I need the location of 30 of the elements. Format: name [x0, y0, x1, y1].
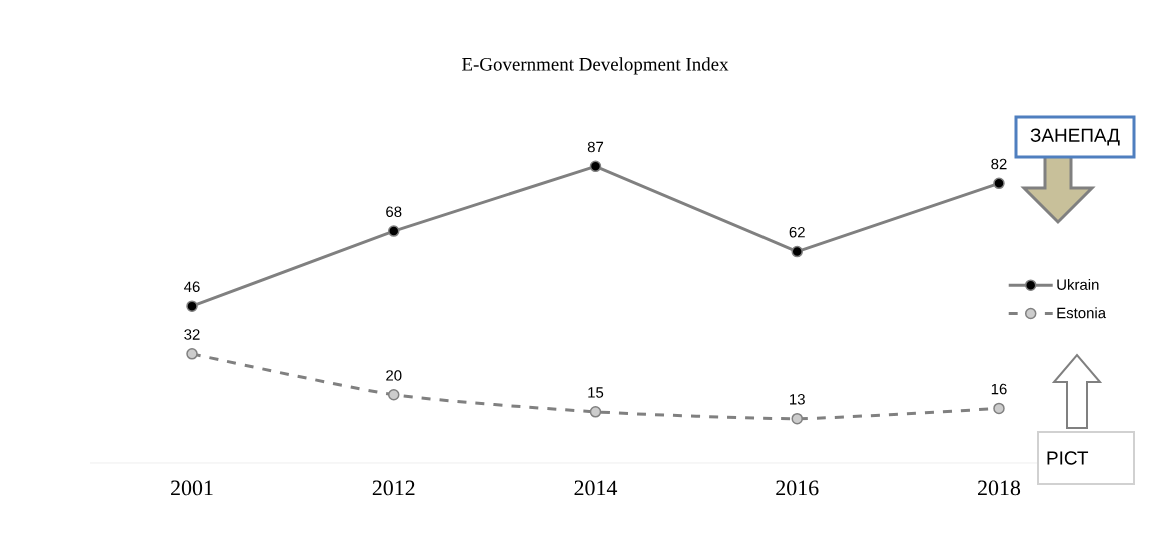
chart-title: E-Government Development Index: [462, 57, 729, 75]
text: РІСТ: [1047, 451, 1089, 465]
point: [388, 389, 400, 401]
data-label: 15: [588, 387, 604, 398]
point: [589, 406, 602, 418]
point: [186, 348, 198, 360]
data-label: 13: [790, 394, 805, 405]
point: [186, 300, 198, 312]
x-tick-label: 2012: [372, 480, 415, 496]
point: [589, 160, 602, 173]
data-label: 16: [991, 383, 1007, 395]
legend-label: Estonia: [1057, 307, 1107, 319]
data-label: 20: [386, 370, 402, 381]
data-label: 68: [386, 206, 402, 218]
legend-label: Ukrain: [1057, 278, 1099, 290]
text: ЗАНЕПАД: [1030, 128, 1120, 146]
point: [388, 225, 400, 237]
x-tick-label: 2014: [574, 480, 618, 496]
data-label: 82: [991, 158, 1007, 170]
point: [791, 245, 803, 258]
point: [993, 402, 1005, 415]
data-label: 46: [184, 281, 200, 293]
x-tick-label: 2001: [171, 480, 213, 496]
x-tick-label: 2018: [978, 480, 1021, 496]
data-label: 87: [587, 141, 604, 153]
point: [791, 412, 803, 425]
point: [993, 177, 1005, 190]
data-label: 62: [789, 226, 805, 238]
data-label: 32: [184, 329, 200, 340]
x-tick-label: 2016: [776, 480, 819, 496]
